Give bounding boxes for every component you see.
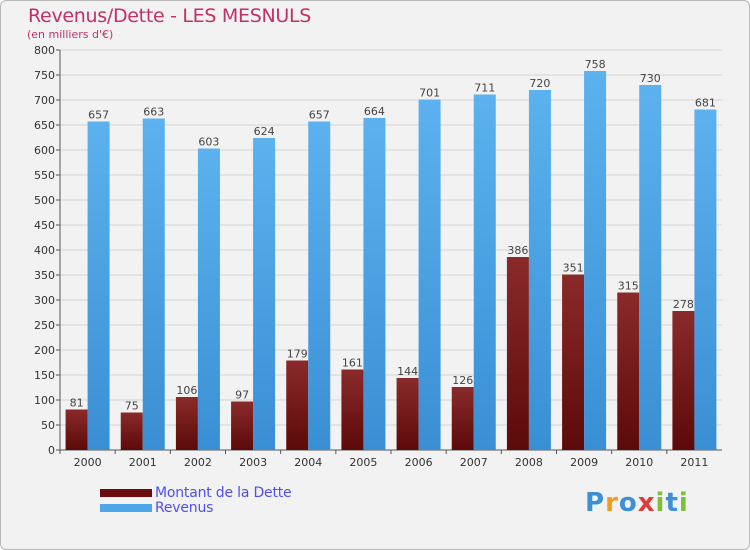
x-tick-label: 2005: [349, 456, 377, 469]
value-label-revenus-2011: 681: [695, 97, 716, 110]
bar-debt-2004: [286, 360, 309, 450]
value-label-debt-2001: 75: [125, 400, 139, 413]
y-tick-label: 750: [34, 69, 55, 82]
chart-title: Revenus/Dette - LES MESNULS: [28, 5, 312, 27]
value-label-revenus-2005: 664: [364, 105, 385, 118]
value-label-debt-2011: 278: [673, 298, 694, 311]
chart-subtitle: (en milliers d'€): [27, 28, 114, 41]
x-tick-label: 2009: [570, 456, 598, 469]
legend-label-debt: Montant de la Dette: [155, 485, 292, 501]
y-tick-label: 100: [34, 394, 55, 407]
grid-lines: [60, 49, 722, 451]
x-tick-label: 2003: [239, 456, 267, 469]
value-label-revenus-2004: 657: [309, 109, 330, 122]
y-tick-label: 250: [34, 319, 55, 332]
x-tick-label: 2008: [515, 456, 543, 469]
x-tick-label: 2007: [460, 456, 488, 469]
x-tick-label: 2001: [129, 456, 157, 469]
logo-letter: o: [618, 488, 638, 518]
y-axis: 0 50 100 150 200 250 300 350 400 450 500 550 600 650 7…: [34, 44, 61, 457]
logo-letter: i: [678, 488, 689, 518]
x-tick-label: 2011: [680, 456, 708, 469]
bar-debt-2000: [65, 409, 88, 450]
value-label-debt-2003: 97: [235, 389, 249, 402]
bar-revenus-2009: [584, 71, 607, 450]
logo-letter: t: [665, 488, 679, 518]
x-tick-label: 2000: [74, 456, 102, 469]
bar-revenus-2005: [363, 118, 386, 450]
x-tick-label: 2004: [294, 456, 322, 469]
y-tick-label: 700: [34, 94, 55, 107]
y-tick-label: 400: [34, 244, 55, 257]
value-label-revenus-2010: 730: [640, 72, 661, 85]
value-label-debt-2009: 351: [563, 262, 584, 275]
y-tick-label: 0: [48, 444, 55, 457]
y-tick-label: 150: [34, 369, 55, 382]
value-label-revenus-2000: 657: [88, 109, 109, 122]
bar-debt-2007: [451, 387, 474, 450]
value-label-debt-2006: 144: [397, 365, 418, 378]
value-label-debt-2005: 161: [342, 357, 363, 370]
x-tick-label: 2010: [625, 456, 653, 469]
bar-debt-2010: [617, 292, 640, 450]
value-label-revenus-2006: 701: [419, 87, 440, 100]
bar-debt-2006: [396, 378, 419, 450]
y-tick-label: 600: [34, 144, 55, 157]
bar-debt-2009: [562, 274, 585, 450]
y-tick-label: 500: [34, 194, 55, 207]
bar-debt-2005: [341, 369, 364, 450]
bar-debt-2008: [506, 257, 529, 450]
value-label-revenus-2001: 663: [143, 106, 164, 119]
x-axis: 2000 2001 2002 2003 2004 2005 2006 2007 2008 2009…: [59, 449, 722, 469]
bar-debt-2011: [672, 311, 695, 450]
legend-swatch-revenus: [100, 504, 152, 512]
bar-debt-2001: [120, 412, 143, 450]
bar-revenus-2002: [197, 148, 220, 450]
proxiti-logo: Proxiti: [585, 488, 689, 518]
y-tick-label: 200: [34, 344, 55, 357]
legend-swatch-debt: [100, 489, 152, 497]
x-tick-label: 2006: [405, 456, 433, 469]
y-tick-label: 50: [41, 419, 55, 432]
logo-letter: P: [585, 488, 606, 518]
bar-revenus-2001: [142, 118, 165, 450]
value-label-debt-2004: 179: [287, 348, 308, 361]
value-label-debt-2000: 81: [70, 397, 84, 410]
value-label-revenus-2008: 720: [529, 77, 550, 90]
y-tick-label: 800: [34, 44, 55, 57]
value-label-debt-2007: 126: [452, 374, 473, 387]
value-labels: 81 657 75 663 106 603 97 624 179 657 161 664 144 701 1…: [70, 58, 716, 413]
y-tick-label: 450: [34, 219, 55, 232]
legend-label-revenus: Revenus: [155, 500, 214, 516]
x-tick-label: 2002: [184, 456, 212, 469]
bar-revenus-2007: [473, 94, 496, 450]
value-label-revenus-2002: 603: [198, 136, 219, 149]
bar-revenus-2003: [253, 138, 276, 450]
y-tick-label: 650: [34, 119, 55, 132]
value-label-debt-2002: 106: [176, 384, 197, 397]
bars: [65, 71, 717, 450]
bar-debt-2003: [231, 401, 254, 450]
value-label-debt-2008: 386: [507, 244, 528, 257]
y-tick-label: 300: [34, 294, 55, 307]
value-label-debt-2010: 315: [618, 280, 639, 293]
logo-letter: x: [637, 488, 656, 518]
bar-revenus-2000: [87, 121, 110, 450]
bar-revenus-2008: [528, 90, 551, 450]
bar-revenus-2011: [694, 109, 717, 450]
bar-revenus-2010: [639, 85, 662, 450]
value-label-revenus-2003: 624: [254, 125, 275, 138]
y-tick-label: 550: [34, 169, 55, 182]
bar-revenus-2006: [418, 99, 441, 450]
bar-debt-2002: [175, 397, 198, 450]
bar-revenus-2004: [308, 121, 331, 450]
value-label-revenus-2007: 711: [474, 82, 495, 95]
logo-letter: i: [655, 488, 666, 518]
value-label-revenus-2009: 758: [585, 58, 606, 71]
y-tick-label: 350: [34, 269, 55, 282]
logo-letter: r: [605, 488, 619, 518]
